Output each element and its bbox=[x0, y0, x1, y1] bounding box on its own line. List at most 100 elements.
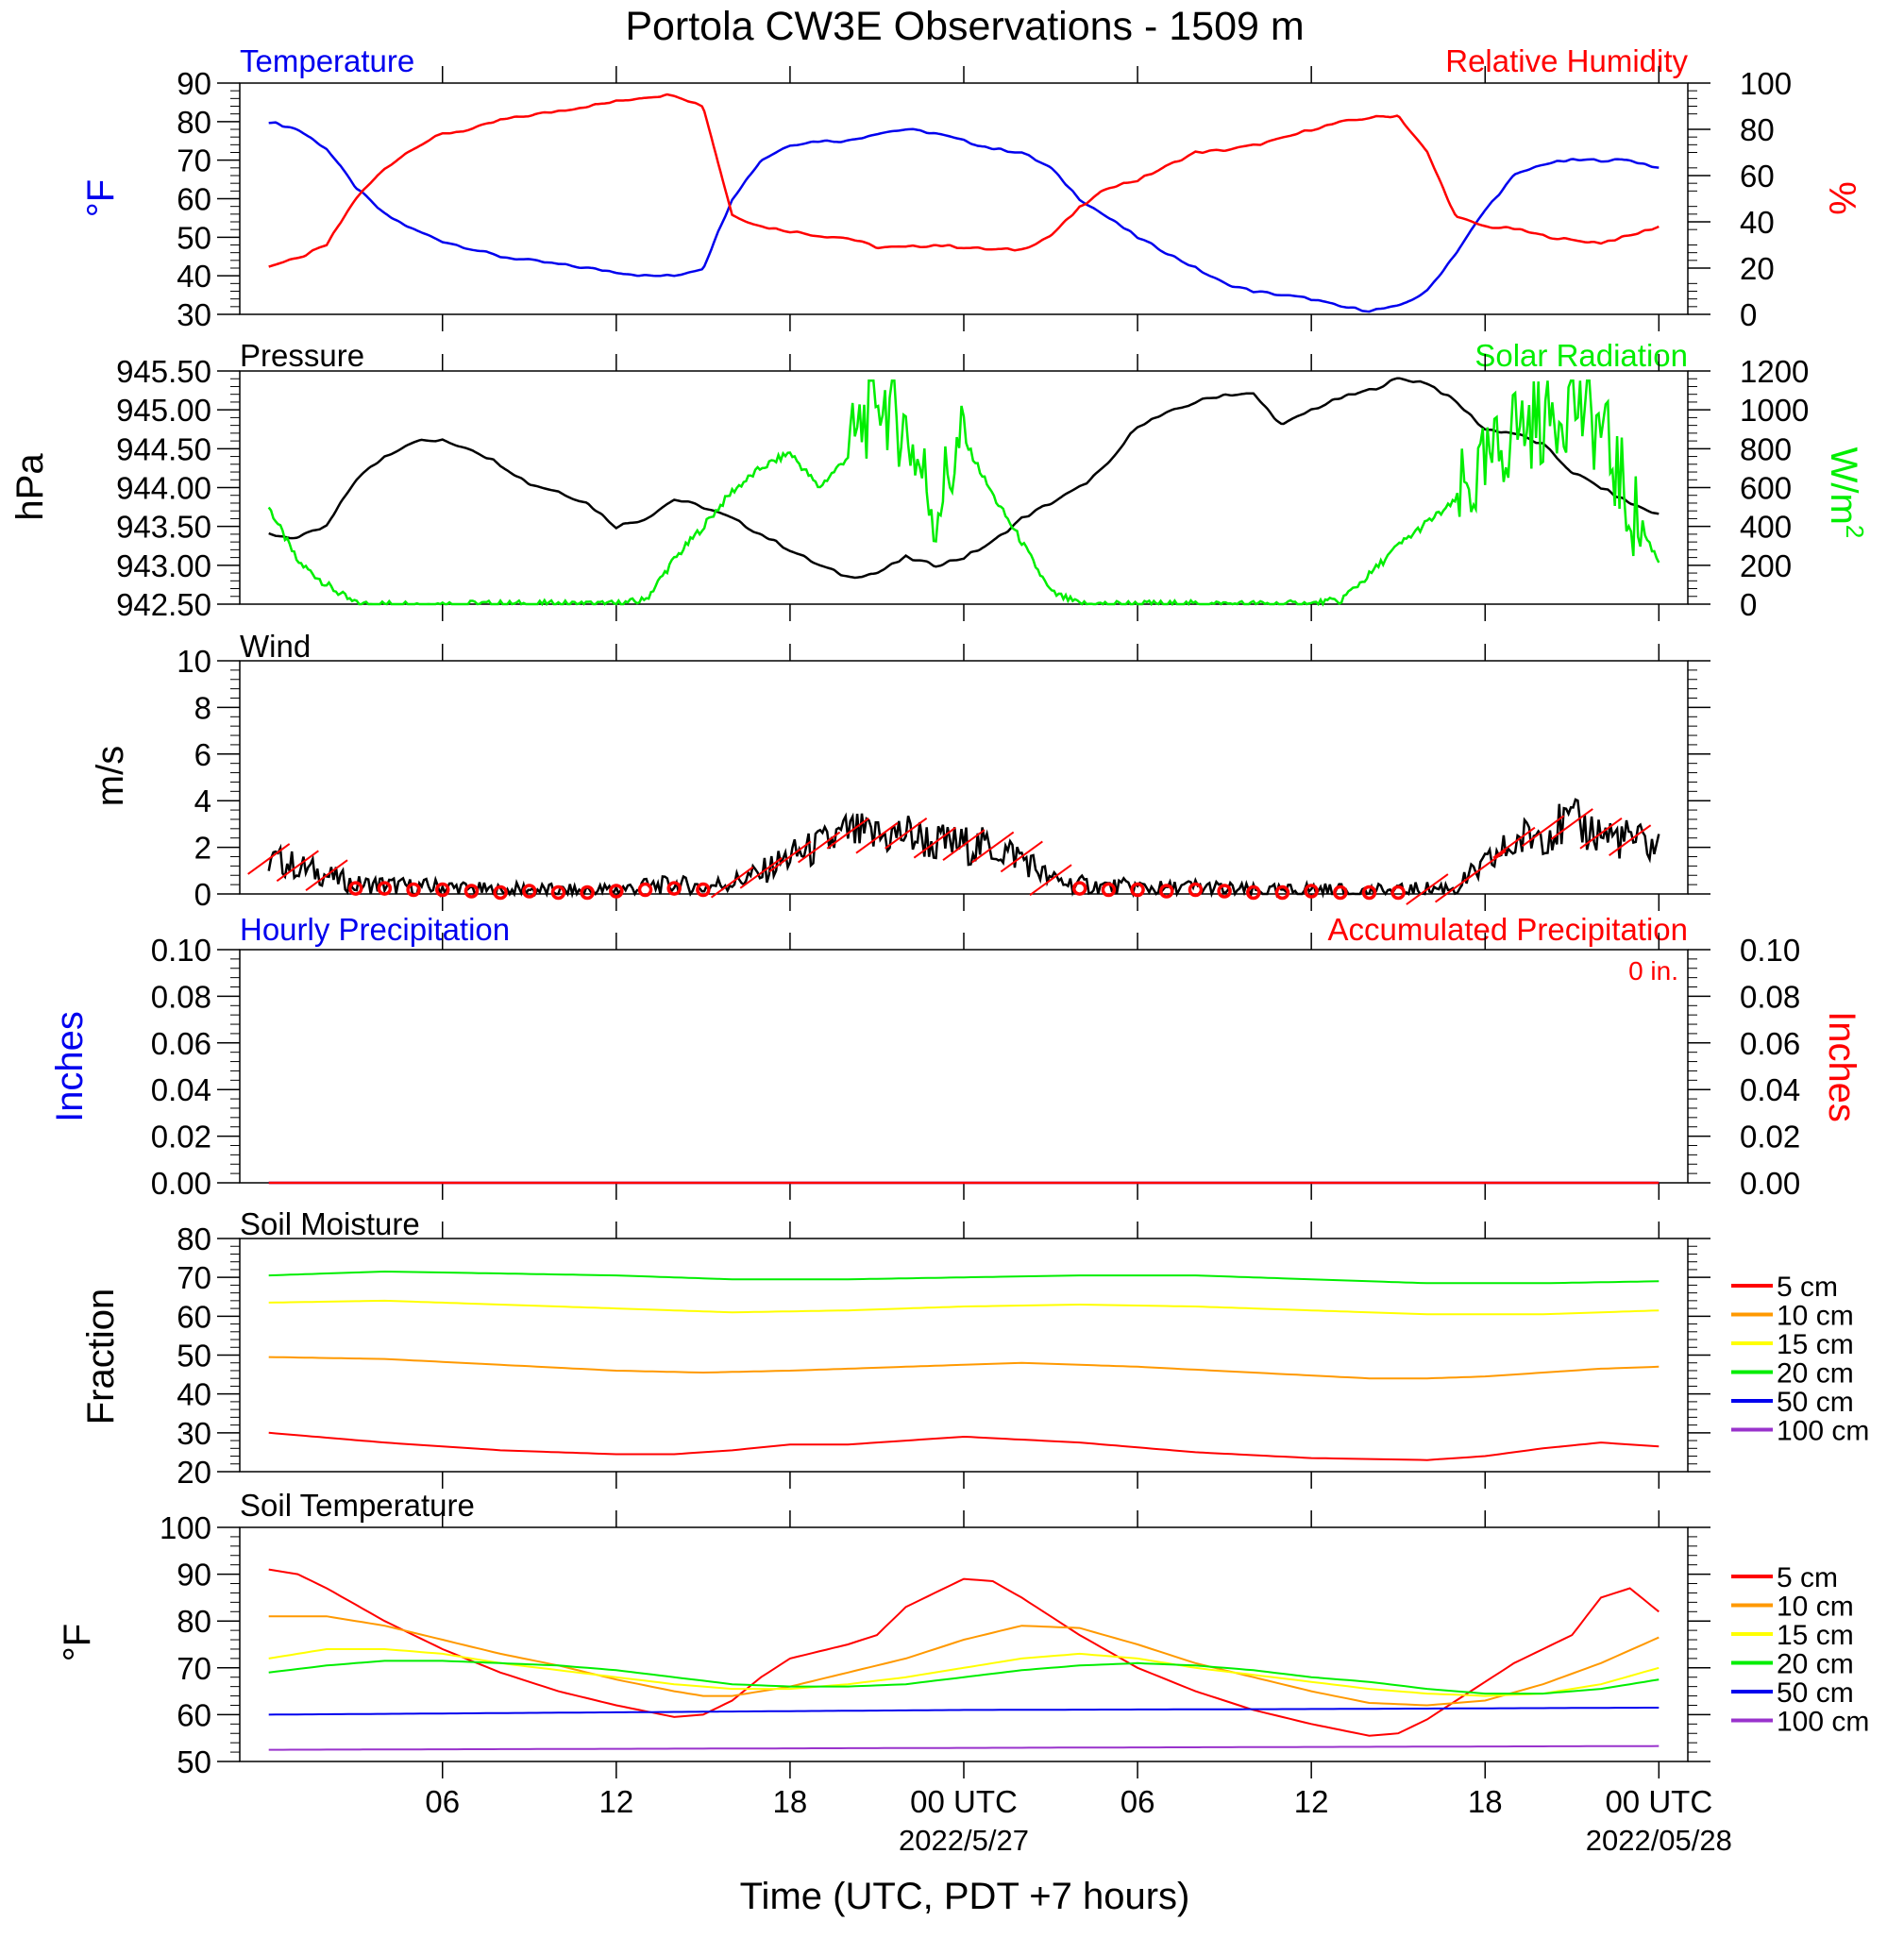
series-line-10-cm bbox=[268, 1356, 1660, 1380]
y-tick-label-right: 0 bbox=[1740, 587, 1757, 622]
y-tick-label-left: 80 bbox=[177, 1222, 211, 1256]
y-tick-label-left: 944.50 bbox=[116, 431, 211, 466]
y-tick-label-right: 0.08 bbox=[1740, 979, 1800, 1014]
panel-wind: Wind m/s 0 2 4 6 8 10 bbox=[90, 629, 1710, 912]
y-tick-label-right: 40 bbox=[1740, 205, 1775, 240]
solar-axis-unit: W/m bbox=[1823, 447, 1864, 525]
pressure-solar-lines bbox=[267, 377, 1660, 607]
x-tick-label: 18 bbox=[1468, 1784, 1503, 1819]
calm-wind-circle bbox=[377, 881, 393, 896]
wind-barb bbox=[1522, 815, 1565, 848]
series-line-relative-humidity bbox=[268, 93, 1660, 268]
calm-wind-circle bbox=[522, 884, 537, 899]
series-line-5-cm bbox=[268, 1568, 1660, 1737]
legend-label: 15 cm bbox=[1777, 1329, 1854, 1360]
legend-label: 50 cm bbox=[1777, 1677, 1854, 1709]
x-tick-label: 06 bbox=[1120, 1784, 1155, 1819]
panel-precipitation: Hourly Precipitation Accumulated Precipi… bbox=[49, 912, 1862, 1201]
wind-barb bbox=[1550, 808, 1593, 840]
y-tick-label-left: 0.00 bbox=[151, 1166, 211, 1201]
solar-title: Solar Radiation bbox=[1474, 338, 1688, 373]
x-tick-label: 12 bbox=[1294, 1784, 1329, 1819]
legend-label: 100 cm bbox=[1777, 1707, 1869, 1738]
wind-barb bbox=[855, 821, 899, 854]
calm-wind-circle bbox=[1304, 884, 1319, 899]
y-tick-label-left: 70 bbox=[177, 143, 211, 178]
plot-frame bbox=[239, 82, 1689, 315]
y-tick-label-left: 945.50 bbox=[116, 354, 211, 389]
legend-label: 5 cm bbox=[1777, 1562, 1838, 1593]
y-tick-label-left: 60 bbox=[177, 1697, 211, 1732]
wind-barb bbox=[710, 866, 754, 899]
pressure-title: Pressure bbox=[240, 338, 364, 373]
y-tick-label-right: 200 bbox=[1740, 548, 1792, 583]
soil-temperature-lines bbox=[268, 1568, 1660, 1751]
y-tick-label-right: 0.02 bbox=[1740, 1120, 1800, 1154]
calm-wind-circle bbox=[435, 882, 450, 898]
calm-wind-circle bbox=[1361, 885, 1377, 901]
wind-barb bbox=[1609, 824, 1652, 856]
calm-wind-circle bbox=[696, 882, 711, 898]
y-tick-label-left: 40 bbox=[177, 1377, 211, 1412]
solar-axis-unit-exponent: 2 bbox=[1841, 525, 1869, 538]
calm-wind-circle bbox=[666, 881, 682, 896]
wind-barb bbox=[913, 826, 956, 859]
y-tick-label-left: 942.50 bbox=[116, 587, 211, 622]
y-tick-label-left: 80 bbox=[177, 1604, 211, 1639]
series-line-10-cm bbox=[268, 1615, 1660, 1707]
calm-wind-circle bbox=[347, 881, 363, 896]
plot-frame bbox=[239, 1526, 1689, 1762]
y-tick-label-left: 944.00 bbox=[116, 471, 211, 506]
pressure-axis-label: hPa bbox=[9, 453, 51, 521]
calm-wind-circle bbox=[1130, 882, 1145, 898]
y-tick-label-right: 60 bbox=[1740, 159, 1775, 194]
soil-moisture-lines bbox=[268, 1270, 1660, 1461]
legend-label: 20 cm bbox=[1777, 1358, 1854, 1390]
calm-wind-circle bbox=[463, 884, 480, 899]
wind-barb bbox=[826, 817, 869, 850]
plot-frame bbox=[239, 370, 1689, 605]
panel-temperature-humidity: Temperature Relative Humidity °F % 30405… bbox=[80, 43, 1862, 332]
y-tick-label-right: 400 bbox=[1740, 510, 1792, 545]
y-tick-label-left: 2 bbox=[194, 831, 211, 866]
y-tick-label-left: 90 bbox=[177, 1558, 211, 1593]
y-tick-label-left: 80 bbox=[177, 105, 211, 140]
y-tick-label-left: 0 bbox=[194, 877, 211, 912]
y-tick-label-left: 50 bbox=[177, 1339, 211, 1373]
calm-wind-circle bbox=[609, 884, 624, 899]
figure-title: Portola CW3E Observations - 1509 m bbox=[625, 4, 1304, 49]
y-tick-label-right: 1200 bbox=[1740, 354, 1809, 389]
calm-wind-circle bbox=[1188, 882, 1204, 898]
temperature-axis-label: °F bbox=[80, 179, 122, 217]
y-tick-label-right: 0 bbox=[1740, 297, 1757, 332]
plot-frame bbox=[239, 660, 1689, 895]
y-tick-label-left: 60 bbox=[177, 182, 211, 217]
wind-speed-line bbox=[267, 798, 1660, 899]
y-tick-label-left: 0.02 bbox=[151, 1120, 211, 1154]
plot-frame bbox=[239, 949, 1689, 1184]
calm-wind-circle bbox=[1390, 885, 1406, 901]
y-tick-label-right: 20 bbox=[1740, 251, 1775, 286]
calm-wind-circle bbox=[1101, 882, 1117, 898]
y-tick-label-left: 90 bbox=[177, 66, 211, 101]
series-line-100-cm bbox=[268, 1744, 1660, 1751]
y-tick-label-left: 0.08 bbox=[151, 979, 211, 1014]
x-tick-label: 06 bbox=[425, 1784, 460, 1819]
wind-barb bbox=[305, 859, 348, 892]
y-tick-label-right: 100 bbox=[1740, 66, 1792, 101]
x-tick-label: 00 UTC bbox=[1605, 1784, 1712, 1819]
x-date-label: 2022/5/27 bbox=[899, 1824, 1029, 1857]
wind-barb bbox=[971, 831, 1015, 864]
series-line-5-cm bbox=[268, 1431, 1660, 1461]
precipitation-axes: 0.00 0.02 0.04 0.06 0.08 0.10 0.00 0.02 0.04 0.06… bbox=[151, 933, 1800, 1201]
wind-title: Wind bbox=[240, 629, 311, 664]
x-tick-label: 12 bbox=[598, 1784, 633, 1819]
legend-label: 100 cm bbox=[1777, 1416, 1869, 1447]
calm-wind-circle bbox=[637, 882, 653, 898]
series-line-wind-speed bbox=[267, 798, 1660, 899]
legend-label: 10 cm bbox=[1777, 1592, 1854, 1623]
y-tick-label-left: 0.06 bbox=[151, 1026, 211, 1061]
wind-barb bbox=[1029, 864, 1072, 896]
